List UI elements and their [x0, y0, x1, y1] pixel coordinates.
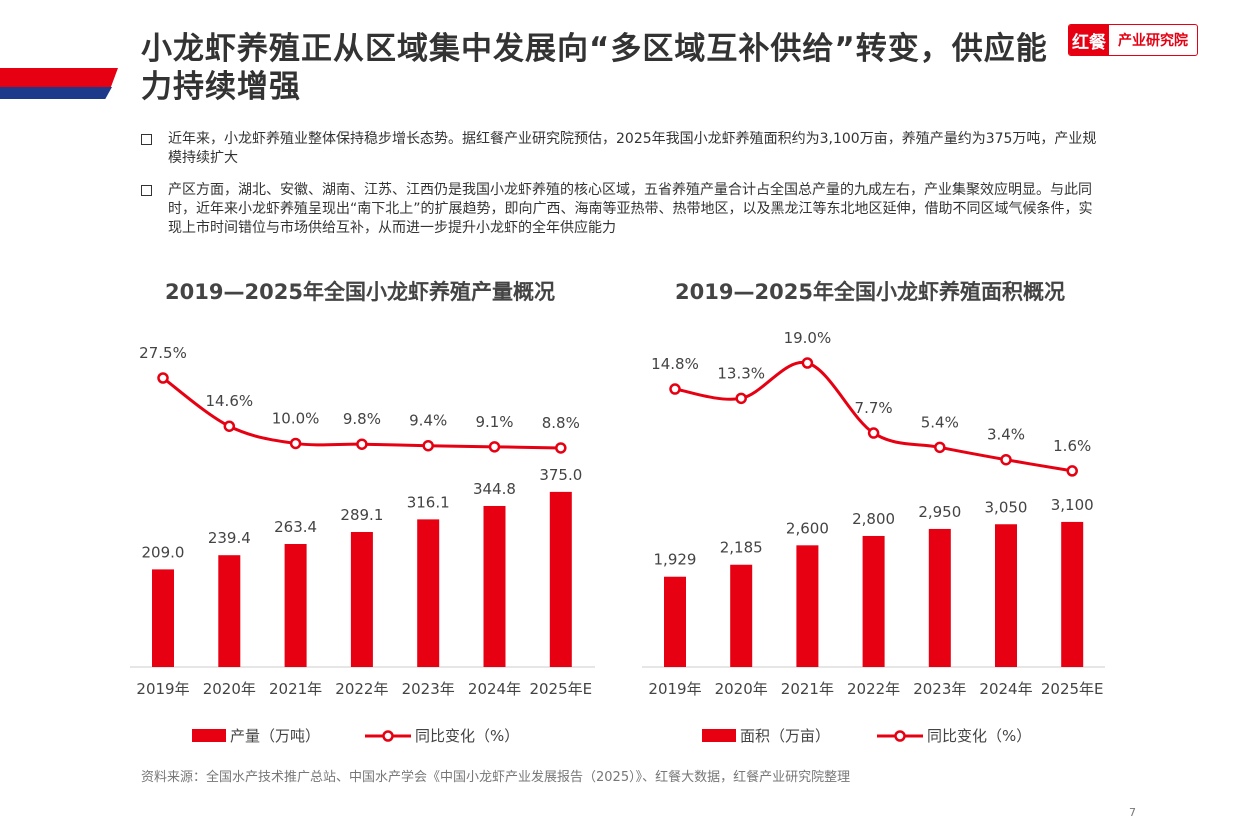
- page-title: 小龙虾养殖正从区域集中发展向“多区域互补供给”转变，供应能力持续增强: [141, 31, 1048, 105]
- bar-label: 2,950: [918, 503, 961, 521]
- bullet-2: 产区方面，湖北、安徽、湖南、江苏、江西仍是我国小龙虾养殖的核心区域，五省养殖产量…: [141, 181, 1101, 238]
- red-accent-bar: [0, 68, 118, 87]
- bar: [417, 519, 440, 667]
- chart-2-title: 2019—2025年全国小龙虾养殖面积概况: [675, 280, 1065, 304]
- bar-label: 2,185: [720, 539, 763, 557]
- bar: [152, 569, 174, 667]
- bar-label: 289.1: [340, 506, 383, 524]
- bar-label: 263.4: [274, 518, 317, 536]
- x-tick-label: 2021年: [269, 680, 322, 698]
- bar: [1061, 521, 1084, 667]
- line-label: 7.7%: [855, 399, 893, 417]
- chart-1: 209.0 2019年 239.4 2020年 263.4 2021年 289.1 2022年…: [130, 344, 595, 698]
- line-marker-swatch: [365, 729, 411, 742]
- bar: [995, 524, 1017, 667]
- line-point: [867, 427, 880, 439]
- x-tick-label: 2025年E: [529, 680, 592, 698]
- line-point: [422, 439, 434, 452]
- line-label: 27.5%: [139, 344, 187, 362]
- logo: 红餐 产业研究院: [1068, 24, 1198, 56]
- line-point: [223, 420, 236, 432]
- chart-1-title: 2019—2025年全国小龙虾养殖产量概况: [165, 280, 555, 304]
- x-tick-label: 2022年: [335, 680, 388, 698]
- legend-bar-2: 面积（万亩）: [702, 725, 830, 746]
- x-tick-label: 2025年E: [1041, 680, 1104, 698]
- page-number: 7: [1129, 806, 1136, 819]
- line-point: [934, 441, 946, 454]
- bar: [796, 545, 819, 667]
- x-tick-label: 2023年: [402, 680, 455, 698]
- x-tick-label: 2020年: [203, 680, 256, 698]
- line-label: 5.4%: [921, 413, 959, 431]
- bar-label: 3,050: [985, 498, 1028, 516]
- bar-swatch: [702, 729, 736, 742]
- legend-bar-1: 产量（万吨）: [192, 725, 320, 746]
- bar-label: 3,100: [1051, 496, 1094, 514]
- bar-label: 2,600: [786, 519, 829, 537]
- line-point: [801, 357, 814, 369]
- bar-label: 375.0: [539, 466, 582, 484]
- line-label: 14.8%: [651, 355, 699, 373]
- bar: [862, 535, 885, 667]
- line-label: 19.0%: [784, 329, 832, 347]
- bar: [730, 564, 753, 667]
- line-marker-swatch: [877, 729, 923, 742]
- line-label: 14.6%: [205, 392, 253, 410]
- logo-mark: 红餐: [1069, 25, 1109, 55]
- square-bullet-icon: [141, 185, 152, 196]
- bar: [350, 531, 373, 667]
- line-point: [735, 392, 747, 405]
- x-tick-label: 2022年: [847, 680, 900, 698]
- legend-line-1: 同比变化（%）: [365, 725, 519, 746]
- bar-label: 239.4: [208, 529, 251, 547]
- line-label: 8.8%: [542, 414, 580, 432]
- line-point: [1000, 453, 1012, 466]
- bullet-1: 近年来，小龙虾养殖业整体保持稳步增长态势。据红餐产业研究院预估，2025年我国小…: [141, 130, 1101, 168]
- bar: [549, 491, 572, 667]
- line-point: [669, 383, 681, 395]
- bar: [664, 576, 686, 667]
- source-note: 资料来源：全国水产技术推广总站、中国水产学会《中国小龙虾产业发展报告（2025）…: [141, 770, 851, 785]
- chart-2: 1,929 2019年 2,185 2020年 2,600 2021年 2,800 2022年…: [642, 329, 1105, 698]
- square-bullet-icon: [141, 134, 152, 145]
- legend-line-2: 同比变化（%）: [877, 725, 1031, 746]
- bar-label: 344.8: [473, 480, 516, 498]
- line-point: [356, 438, 368, 450]
- line-point: [555, 442, 567, 454]
- x-tick-label: 2023年: [913, 680, 966, 698]
- x-tick-label: 2024年: [979, 680, 1032, 698]
- bar: [928, 528, 951, 667]
- bar-label: 209.0: [142, 543, 185, 561]
- blue-accent-bar: [0, 87, 112, 99]
- x-tick-label: 2020年: [715, 680, 768, 698]
- logo-text: 产业研究院: [1118, 33, 1188, 49]
- bar-label: 2,800: [852, 510, 895, 528]
- bar-swatch: [192, 729, 226, 742]
- bar: [218, 555, 241, 667]
- bar: [284, 543, 307, 667]
- x-tick-label: 2021年: [781, 680, 834, 698]
- line-point: [488, 441, 501, 453]
- line-label: 10.0%: [272, 409, 320, 427]
- line-point: [157, 372, 169, 384]
- bar: [483, 505, 506, 667]
- x-tick-label: 2024年: [468, 680, 521, 698]
- bar-label: 1,929: [654, 551, 697, 569]
- line-label: 3.4%: [987, 426, 1025, 444]
- line-label: 9.4%: [409, 412, 447, 430]
- line-point: [289, 437, 302, 450]
- line-point: [1066, 465, 1078, 477]
- line-label: 1.6%: [1053, 437, 1091, 455]
- x-tick-label: 2019年: [648, 680, 701, 698]
- line-label: 9.8%: [343, 410, 381, 428]
- line-label: 13.3%: [717, 364, 765, 382]
- x-tick-label: 2019年: [136, 680, 189, 698]
- bar-label: 316.1: [407, 493, 450, 511]
- line-label: 9.1%: [475, 413, 513, 431]
